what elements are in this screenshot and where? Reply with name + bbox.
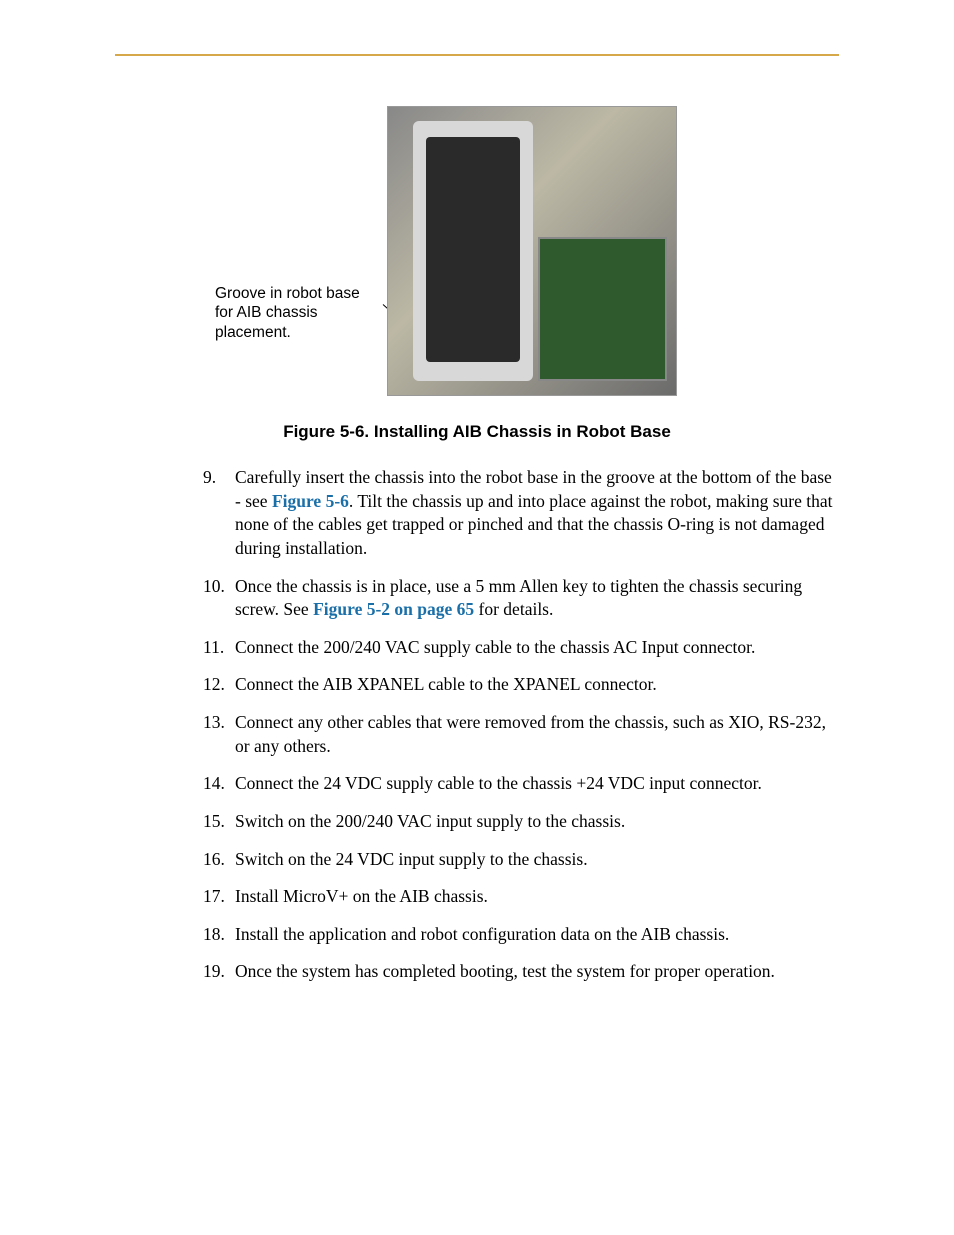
figure-callout: Groove in robot base for AIB chassis pla… bbox=[215, 284, 360, 342]
photo-base-cavity bbox=[426, 137, 520, 362]
page: Groove in robot base for AIB chassis pla… bbox=[0, 54, 954, 984]
step-text: Install MicroV+ on the AIB chassis. bbox=[235, 886, 488, 906]
step-item: 9.Carefully insert the chassis into the … bbox=[235, 466, 839, 561]
step-text: Connect the 24 VDC supply cable to the c… bbox=[235, 773, 762, 793]
step-item: 10.Once the chassis is in place, use a 5… bbox=[235, 575, 839, 622]
step-number: 9. bbox=[203, 466, 216, 490]
header-rule bbox=[115, 54, 839, 56]
callout-line-1: Groove in robot base bbox=[215, 285, 360, 302]
cross-ref-link[interactable]: Figure 5-2 on page 65 bbox=[313, 599, 474, 619]
callout-line-2: for AIB chassis bbox=[215, 304, 318, 321]
step-item: 16.Switch on the 24 VDC input supply to … bbox=[235, 848, 839, 872]
photo-chassis-board bbox=[538, 237, 667, 381]
step-item: 13.Connect any other cables that were re… bbox=[235, 711, 839, 758]
step-item: 19.Once the system has completed booting… bbox=[235, 960, 839, 984]
step-text: Connect the 200/240 VAC supply cable to … bbox=[235, 637, 755, 657]
step-number: 16. bbox=[203, 848, 225, 872]
step-number: 19. bbox=[203, 960, 225, 984]
cross-ref-link[interactable]: Figure 5-6 bbox=[272, 491, 349, 511]
step-number: 11. bbox=[203, 636, 224, 660]
step-item: 14.Connect the 24 VDC supply cable to th… bbox=[235, 772, 839, 796]
step-item: 12.Connect the AIB XPANEL cable to the X… bbox=[235, 673, 839, 697]
figure-caption: Figure 5-6. Installing AIB Chassis in Ro… bbox=[115, 422, 839, 442]
step-number: 14. bbox=[203, 772, 225, 796]
figure-block: Groove in robot base for AIB chassis pla… bbox=[115, 106, 839, 406]
step-item: 17.Install MicroV+ on the AIB chassis. bbox=[235, 885, 839, 909]
step-text: Once the system has completed booting, t… bbox=[235, 961, 775, 981]
figure-photo bbox=[387, 106, 677, 396]
step-text: Connect the AIB XPANEL cable to the XPAN… bbox=[235, 674, 657, 694]
step-number: 10. bbox=[203, 575, 225, 599]
step-number: 18. bbox=[203, 923, 225, 947]
callout-line-3: placement. bbox=[215, 324, 291, 341]
step-item: 11.Connect the 200/240 VAC supply cable … bbox=[235, 636, 839, 660]
step-item: 15.Switch on the 200/240 VAC input suppl… bbox=[235, 810, 839, 834]
step-number: 13. bbox=[203, 711, 225, 735]
step-text: Switch on the 200/240 VAC input supply t… bbox=[235, 811, 625, 831]
step-text: for details. bbox=[474, 599, 553, 619]
step-text: Install the application and robot config… bbox=[235, 924, 729, 944]
step-number: 15. bbox=[203, 810, 225, 834]
step-number: 17. bbox=[203, 885, 225, 909]
step-item: 18.Install the application and robot con… bbox=[235, 923, 839, 947]
step-text: Connect any other cables that were remov… bbox=[235, 712, 826, 756]
step-number: 12. bbox=[203, 673, 225, 697]
step-text: Switch on the 24 VDC input supply to the… bbox=[235, 849, 588, 869]
steps-list: 9.Carefully insert the chassis into the … bbox=[115, 466, 839, 984]
